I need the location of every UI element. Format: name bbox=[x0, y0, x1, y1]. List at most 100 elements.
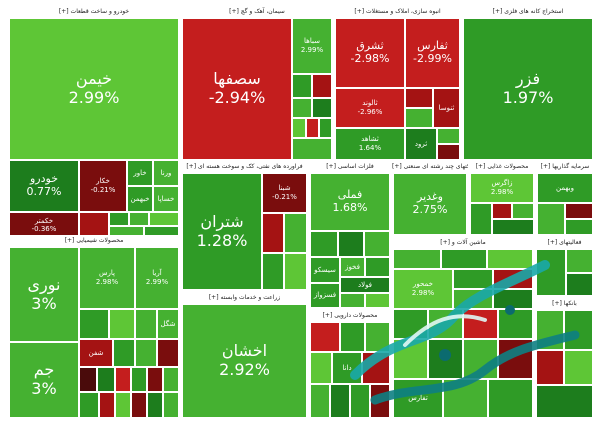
tile-minor[interactable] bbox=[147, 367, 163, 392]
tile-minor[interactable] bbox=[115, 392, 131, 418]
tile-minor[interactable] bbox=[365, 257, 390, 277]
tile-minor[interactable] bbox=[284, 213, 307, 253]
tile-minor[interactable] bbox=[441, 249, 487, 269]
tile-shgol[interactable]: شگل bbox=[157, 309, 179, 339]
sector-credit-header[interactable]: [+] فعالیتهای bbox=[535, 237, 594, 249]
sector-pharma-header[interactable]: [+] محصولات دارویی bbox=[309, 310, 391, 322]
sector-oil[interactable]: [+] فراورده های نفتی، کک و سوخت هسته ای … bbox=[181, 161, 308, 291]
sector-cement[interactable]: [+] سیمان، آهک و گچ سصفها -2.94% سباها 2… bbox=[181, 6, 333, 160]
tile-vghadir[interactable]: وغدیر 2.75% bbox=[393, 173, 467, 235]
tile-minor[interactable] bbox=[492, 203, 512, 219]
tile-minor[interactable] bbox=[338, 231, 364, 257]
tile-shbna[interactable]: شبنا -0.21% bbox=[262, 173, 307, 213]
sector-auto[interactable]: [+] خودرو و ساخت قطعات خیمن 2.99% خودرو … bbox=[8, 6, 180, 239]
tile-minor[interactable] bbox=[135, 339, 157, 367]
tile-minor[interactable] bbox=[498, 339, 533, 379]
tile-minor[interactable] bbox=[536, 350, 564, 385]
tile-sisko[interactable]: سیسکو bbox=[310, 257, 340, 283]
sector-basemetal-header[interactable]: [+] فلزات اساسی bbox=[309, 161, 391, 173]
sector-farm-header[interactable]: [+] زراعت و خدمات وابسته bbox=[181, 292, 308, 304]
tile-minor[interactable] bbox=[463, 309, 498, 339]
tile-minor[interactable] bbox=[79, 392, 99, 418]
tile-minor[interactable] bbox=[115, 367, 131, 392]
tile-minor[interactable] bbox=[292, 138, 332, 160]
tile-minor[interactable] bbox=[109, 212, 129, 226]
tile-minor[interactable] bbox=[492, 219, 534, 235]
tile-minor[interactable] bbox=[312, 74, 332, 98]
tile-minor[interactable] bbox=[262, 253, 284, 290]
sector-farm[interactable]: [+] زراعت و خدمات وابسته اخشان 2.92% bbox=[181, 292, 308, 419]
tile-minor[interactable] bbox=[262, 213, 284, 253]
tile-shafan[interactable]: شفن bbox=[79, 339, 113, 367]
sector-bank-header[interactable]: [+] بانکها bbox=[535, 298, 594, 310]
tile-minor[interactable] bbox=[149, 212, 179, 226]
tile-minor[interactable] bbox=[135, 309, 157, 339]
tile-dana[interactable]: دانا bbox=[332, 352, 362, 384]
tile-minor[interactable] bbox=[487, 249, 533, 269]
tile-khtuk[interactable]: خکمتر -0.36% bbox=[9, 212, 79, 239]
sector-mass[interactable]: [+] انبوه سازی، املاک و مستغلات ثشرق -2.… bbox=[334, 6, 461, 160]
tile-khodro[interactable]: خودرو 0.77% bbox=[9, 160, 79, 212]
tile-tshahd[interactable]: ثشاهد 1.64% bbox=[335, 128, 405, 160]
tile-minor[interactable] bbox=[493, 289, 533, 309]
tile-minor[interactable] bbox=[566, 273, 593, 296]
tile-tasharog[interactable]: ثشرق -2.98% bbox=[335, 18, 405, 88]
sector-basemetal[interactable]: [+] فلزات اساسی فملی 1.68% سیسکو فخوز فو… bbox=[309, 161, 391, 309]
tile-minor[interactable] bbox=[536, 310, 564, 350]
tile-minor[interactable] bbox=[292, 98, 312, 118]
sector-bank[interactable]: [+] بانکها bbox=[535, 298, 594, 419]
tile-minor[interactable] bbox=[131, 367, 147, 392]
sector-petrochem-header[interactable]: [+] محصولات شیمیایی bbox=[8, 235, 180, 247]
tile-minor[interactable] bbox=[453, 269, 493, 289]
tile-minor[interactable] bbox=[340, 322, 365, 352]
tile-khsapa[interactable]: خساپا bbox=[153, 186, 179, 212]
tile-akhshan[interactable]: اخشان 2.92% bbox=[182, 304, 307, 418]
tile-minor[interactable] bbox=[99, 392, 115, 418]
tile-minor[interactable] bbox=[536, 249, 566, 296]
sector-auto-header[interactable]: [+] خودرو و ساخت قطعات bbox=[8, 6, 180, 18]
sector-mass-header[interactable]: [+] انبوه سازی، املاک و مستغلات bbox=[334, 6, 461, 18]
tile-minor[interactable] bbox=[405, 108, 433, 128]
tile-minor[interactable] bbox=[498, 309, 533, 339]
tile-sebaha[interactable]: سباها 2.99% bbox=[292, 18, 332, 74]
tile-minor[interactable] bbox=[428, 339, 463, 379]
tile-trod[interactable]: ثرود bbox=[405, 128, 437, 160]
tile-zagros2[interactable]: زاگرس 2.98% bbox=[470, 173, 534, 203]
tile-minor[interactable] bbox=[310, 384, 330, 418]
tile-minor[interactable] bbox=[393, 249, 441, 269]
tile-minor[interactable] bbox=[565, 203, 593, 219]
tile-vrana[interactable]: ورنا bbox=[153, 160, 179, 186]
tile-minor[interactable] bbox=[393, 309, 428, 339]
tile-minor[interactable] bbox=[163, 367, 179, 392]
tile-minor[interactable] bbox=[493, 269, 533, 289]
tile-minor[interactable] bbox=[319, 118, 332, 138]
sector-machinery-header[interactable]: [+] ماشین آلات و bbox=[392, 237, 534, 249]
tile-minor[interactable] bbox=[79, 367, 97, 392]
tile-minor[interactable] bbox=[365, 322, 390, 352]
tile-minor[interactable] bbox=[131, 392, 147, 418]
tile-minor[interactable] bbox=[292, 74, 312, 98]
sector-invest[interactable]: [+] سرمایه گذاریها وبهمن bbox=[536, 161, 594, 236]
tile-minor[interactable] bbox=[453, 289, 493, 309]
tile-minor[interactable] bbox=[310, 352, 332, 384]
tile-fvoulad[interactable]: فولاد bbox=[340, 277, 390, 293]
tile-minor[interactable] bbox=[340, 293, 365, 308]
tile-minor[interactable] bbox=[470, 203, 492, 235]
sector-multi-header[interactable]: [+] شرکتهای چند رشته ای صنعتی bbox=[392, 161, 468, 173]
tile-minor[interactable] bbox=[566, 249, 593, 273]
tile-minor[interactable] bbox=[437, 128, 460, 144]
tile-minor[interactable] bbox=[463, 339, 498, 379]
tile-minor[interactable] bbox=[113, 339, 135, 367]
sector-pharma[interactable]: [+] محصولات دارویی دانا bbox=[309, 310, 391, 419]
tile-minor[interactable] bbox=[565, 219, 593, 235]
sector-food-header[interactable]: [+] محصولات غذایی bbox=[469, 161, 535, 173]
tile-minor[interactable] bbox=[370, 384, 390, 418]
tile-aria[interactable]: آریا 2.99% bbox=[135, 247, 179, 309]
sector-invest-header[interactable]: [+] سرمایه گذاریها bbox=[536, 161, 594, 173]
tile-khmoha[interactable]: خمحور 2.98% bbox=[393, 269, 453, 309]
tile-minor[interactable] bbox=[312, 98, 332, 118]
tile-minor[interactable] bbox=[284, 253, 307, 290]
tile-kheiban[interactable]: خبهمن bbox=[127, 186, 153, 212]
tile-fkhouz[interactable]: فخوز bbox=[340, 257, 365, 277]
tile-thalaft[interactable]: تفارس bbox=[393, 379, 443, 418]
